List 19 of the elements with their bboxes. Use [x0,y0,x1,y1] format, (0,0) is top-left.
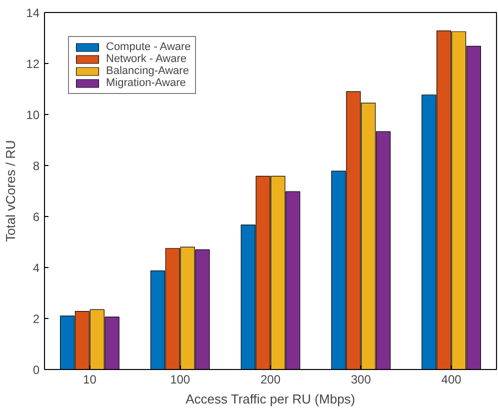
y-tick-label: 12 [26,57,40,71]
x-tick-label: 100 [170,372,190,386]
y-tick-label: 10 [26,108,40,122]
y-tick-label: 6 [32,210,40,224]
y-tick-label: 8 [32,159,40,173]
x-tick-label: 10 [83,372,97,386]
x-tick-label: 200 [260,372,281,386]
x-axis-title: Access Traffic per RU (Mbps) [186,392,356,406]
y-tick-label: 2 [32,312,40,326]
y-axis-title: Total vCores / RU [3,140,18,242]
x-tick-label: 300 [350,372,372,386]
legend-label: Network - Aware [106,53,186,65]
legend-label: Migration-Aware [106,77,186,89]
legend-label: Balancing-Aware [106,65,189,77]
y-tick-label: 4 [32,261,40,275]
legend-label: Compute - Aware [106,41,191,53]
y-tick-label: 14 [26,6,40,20]
x-tick-label: 400 [441,372,462,386]
y-tick-label: 0 [32,363,40,377]
